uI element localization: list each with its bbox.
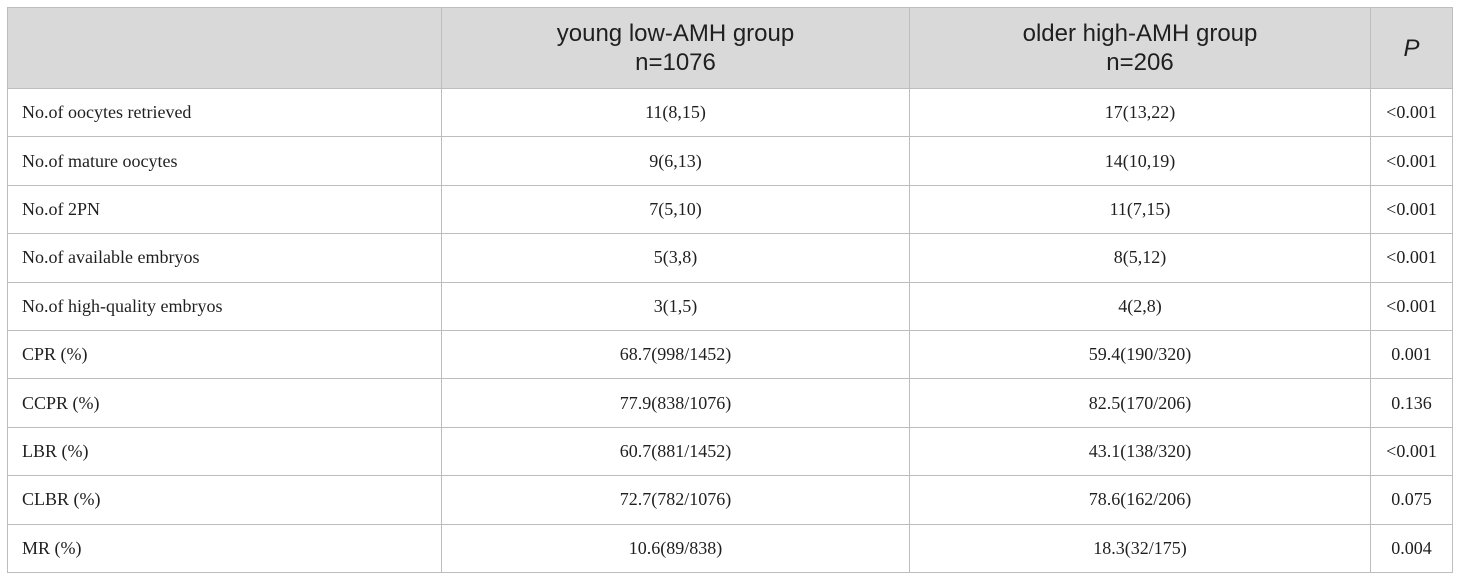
row-label-cell: MR (%) <box>7 523 442 573</box>
older-group-value-cell: 11(7,15) <box>909 184 1371 235</box>
header-young-group-n: n=1076 <box>635 49 716 76</box>
table-row: No.of 2PN 7(5,10) 11(7,15) <0.001 <box>7 184 1453 235</box>
row-label-cell: No.of oocytes retrieved <box>7 87 442 138</box>
header-cell-older-high-amh: older high-AMH group n=206 <box>909 7 1371 89</box>
table-row: MR (%) 10.6(89/838) 18.3(32/175) 0.004 <box>7 523 1453 573</box>
p-value-cell: <0.001 <box>1370 87 1453 138</box>
older-group-value-cell: 8(5,12) <box>909 233 1371 283</box>
p-value-cell: <0.001 <box>1370 426 1453 477</box>
p-value-cell: 0.004 <box>1370 523 1453 573</box>
young-group-value-cell: 11(8,15) <box>441 87 910 138</box>
older-group-value-cell: 17(13,22) <box>909 87 1371 138</box>
young-group-value-cell: 7(5,10) <box>441 184 910 235</box>
young-group-value-cell: 5(3,8) <box>441 233 910 283</box>
row-label-cell: No.of 2PN <box>7 184 442 235</box>
p-value-cell: <0.001 <box>1370 184 1453 235</box>
header-older-group-n: n=206 <box>1106 49 1174 76</box>
older-group-value-cell: 4(2,8) <box>909 281 1371 331</box>
row-label-cell: CLBR (%) <box>7 475 442 525</box>
older-group-value-cell: 43.1(138/320) <box>909 426 1371 477</box>
table-body: No.of oocytes retrieved 11(8,15) 17(13,22)… <box>7 87 1453 573</box>
young-group-value-cell: 9(6,13) <box>441 136 910 186</box>
row-label-cell: CCPR (%) <box>7 378 442 428</box>
older-group-value-cell: 82.5(170/206) <box>909 378 1371 428</box>
row-label-cell: No.of high-quality embryos <box>7 281 442 331</box>
table-row: No.of mature oocytes 9(6,13) 14(10,19) <0.0… <box>7 136 1453 186</box>
older-group-value-cell: 18.3(32/175) <box>909 523 1371 573</box>
row-label-cell: CPR (%) <box>7 329 442 380</box>
p-value-cell: 0.075 <box>1370 475 1453 525</box>
p-value-cell: 0.136 <box>1370 378 1453 428</box>
young-group-value-cell: 72.7(782/1076) <box>441 475 910 525</box>
results-table: young low-AMH group n=1076 older high-AM… <box>7 7 1453 573</box>
header-cell-blank <box>7 7 442 89</box>
young-group-value-cell: 10.6(89/838) <box>441 523 910 573</box>
young-group-value-cell: 77.9(838/1076) <box>441 378 910 428</box>
row-label-cell: No.of available embryos <box>7 233 442 283</box>
table-row: CPR (%) 68.7(998/1452) 59.4(190/320) 0.001 <box>7 329 1453 380</box>
p-value-cell: <0.001 <box>1370 233 1453 283</box>
young-group-value-cell: 60.7(881/1452) <box>441 426 910 477</box>
table-row: No.of oocytes retrieved 11(8,15) 17(13,22)… <box>7 87 1453 138</box>
header-older-group-name: older high-AMH group <box>1022 20 1258 47</box>
young-group-value-cell: 3(1,5) <box>441 281 910 331</box>
older-group-value-cell: 78.6(162/206) <box>909 475 1371 525</box>
row-label-cell: No.of mature oocytes <box>7 136 442 186</box>
older-group-value-cell: 59.4(190/320) <box>909 329 1371 380</box>
young-group-value-cell: 68.7(998/1452) <box>441 329 910 380</box>
older-group-value-cell: 14(10,19) <box>909 136 1371 186</box>
p-value-cell: <0.001 <box>1370 136 1453 186</box>
header-cell-p-value: P <box>1370 7 1453 89</box>
header-row: young low-AMH group n=1076 older high-AM… <box>7 7 1453 89</box>
header-young-group-name: young low-AMH group <box>556 20 795 47</box>
p-value-cell: 0.001 <box>1370 329 1453 380</box>
header-p-text: P <box>1403 34 1420 62</box>
table-header: young low-AMH group n=1076 older high-AM… <box>7 7 1453 89</box>
header-cell-young-low-amh: young low-AMH group n=1076 <box>441 7 910 89</box>
table-row: CLBR (%) 72.7(782/1076) 78.6(162/206) 0.075 <box>7 475 1453 525</box>
table-row: LBR (%) 60.7(881/1452) 43.1(138/320) <0.001 <box>7 426 1453 477</box>
row-label-cell: LBR (%) <box>7 426 442 477</box>
table-row: No.of high-quality embryos 3(1,5) 4(2,8) <0… <box>7 281 1453 331</box>
data-table-container: young low-AMH group n=1076 older high-AM… <box>7 7 1453 573</box>
p-value-cell: <0.001 <box>1370 281 1453 331</box>
table-row: No.of available embryos 5(3,8) 8(5,12) <0.0… <box>7 233 1453 283</box>
table-row: CCPR (%) 77.9(838/1076) 82.5(170/206) 0.136 <box>7 378 1453 428</box>
